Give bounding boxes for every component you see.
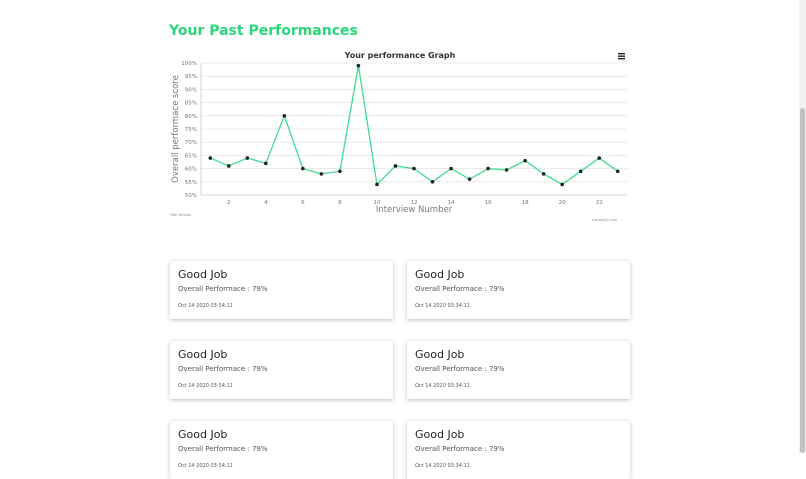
data-point[interactable] [449,166,453,171]
data-point[interactable] [504,168,509,172]
data-point[interactable] [356,63,361,68]
x-axis-label: Interview Number [376,205,453,215]
card-title: Good Job [415,268,465,281]
x-tick-label: 16 [485,200,492,206]
data-point[interactable] [467,177,472,181]
card-title: Good Job [178,268,228,281]
card-date: Oct 14 2020 03:34:11 [178,463,233,469]
data-point[interactable] [375,182,379,187]
performance-chart: Your performance Graph 50% 55% 60% 65% 70% 75… [169,51,627,222]
card-title: Good Job [415,428,465,441]
performance-card[interactable]: Good Job Overall Performace : 79% Oct 14 2… [407,421,630,479]
data-point[interactable] [523,158,527,163]
data-point[interactable] [208,156,213,160]
data-point[interactable] [338,169,342,174]
data-point[interactable] [282,114,287,118]
hamburger-icon[interactable] [618,53,625,60]
card-performance: Overall Performace : 79% [415,365,505,373]
performance-card[interactable]: Good Job Overall Performace : 79% Oct 14 2… [170,341,393,399]
data-point[interactable] [301,166,305,171]
card-performance: Overall Performace : 79% [178,365,268,373]
x-tick-label: 8 [338,200,342,206]
data-point[interactable] [393,164,398,168]
x-tick-label: 12 [411,200,418,206]
data-point[interactable] [245,156,250,160]
scrollbar[interactable] [799,0,806,453]
card-performance: Overall Performace : 79% [178,445,268,453]
y-tick-label: 75% [185,127,197,133]
x-tick-label: 14 [448,200,455,206]
card-performance: Overall Performace : 79% [415,285,505,293]
performance-card[interactable]: Good Job Overall Performace : 79% Oct 14 2… [407,261,630,319]
y-tick-label: 90% [185,87,197,93]
card-date: Oct 14 2020 03:34:11 [415,383,470,389]
data-point[interactable] [412,166,416,171]
data-point[interactable] [430,180,435,184]
x-tick-label: 4 [264,200,268,206]
scrollbar-thumb[interactable] [800,108,805,453]
data-point[interactable] [264,161,268,166]
chart-title: Your performance Graph [344,51,456,60]
y-tick-label: 65% [185,153,197,159]
card-title: Good Job [415,348,465,361]
y-tick-label: 50% [185,193,197,199]
y-tick-label: 80% [185,114,197,120]
trial-watermark: Trial Version [169,213,191,217]
performance-card[interactable]: Good Job Overall Performace : 79% Oct 14 2… [407,341,630,399]
performance-card[interactable]: Good Job Overall Performace : 79% Oct 14 2… [170,421,393,479]
card-performance: Overall Performace : 79% [415,445,505,453]
y-tick-label: 95% [185,74,197,80]
x-tick-label: 22 [596,200,603,206]
data-point[interactable] [578,169,583,174]
data-point[interactable] [226,164,231,168]
x-tick-label: 6 [301,200,305,206]
card-date: Oct 14 2020 03:34:11 [178,303,233,309]
data-point[interactable] [319,172,324,176]
card-title: Good Job [178,428,228,441]
y-tick-label: 60% [185,167,197,173]
data-point[interactable] [615,169,620,174]
y-tick-label: 85% [185,101,197,107]
canvasjs-credit[interactable]: CanvasJS.Com [592,218,618,222]
y-tick-label: 100% [181,61,197,67]
card-date: Oct 14 2020 03:34:11 [415,303,470,309]
x-tick-label: 10 [373,200,380,206]
card-title: Good Job [178,348,228,361]
data-point[interactable] [486,166,490,171]
data-point[interactable] [541,172,546,176]
page-title: Your Past Performances [169,23,358,39]
y-axis-label: Overall performace score [171,75,181,183]
y-tick-label: 55% [185,180,197,186]
data-point[interactable] [560,182,564,187]
card-date: Oct 14 2020 03:34:11 [178,383,233,389]
x-tick-label: 18 [522,200,529,206]
card-date: Oct 14 2020 03:34:11 [415,463,470,469]
card-performance: Overall Performace : 79% [178,285,268,293]
x-tick-label: 20 [559,200,566,206]
x-tick-label: 2 [227,200,231,206]
performance-card[interactable]: Good Job Overall Performace : 79% Oct 14 2… [170,261,393,319]
data-point[interactable] [597,156,602,160]
y-tick-label: 70% [185,140,197,146]
series-line [210,65,619,186]
